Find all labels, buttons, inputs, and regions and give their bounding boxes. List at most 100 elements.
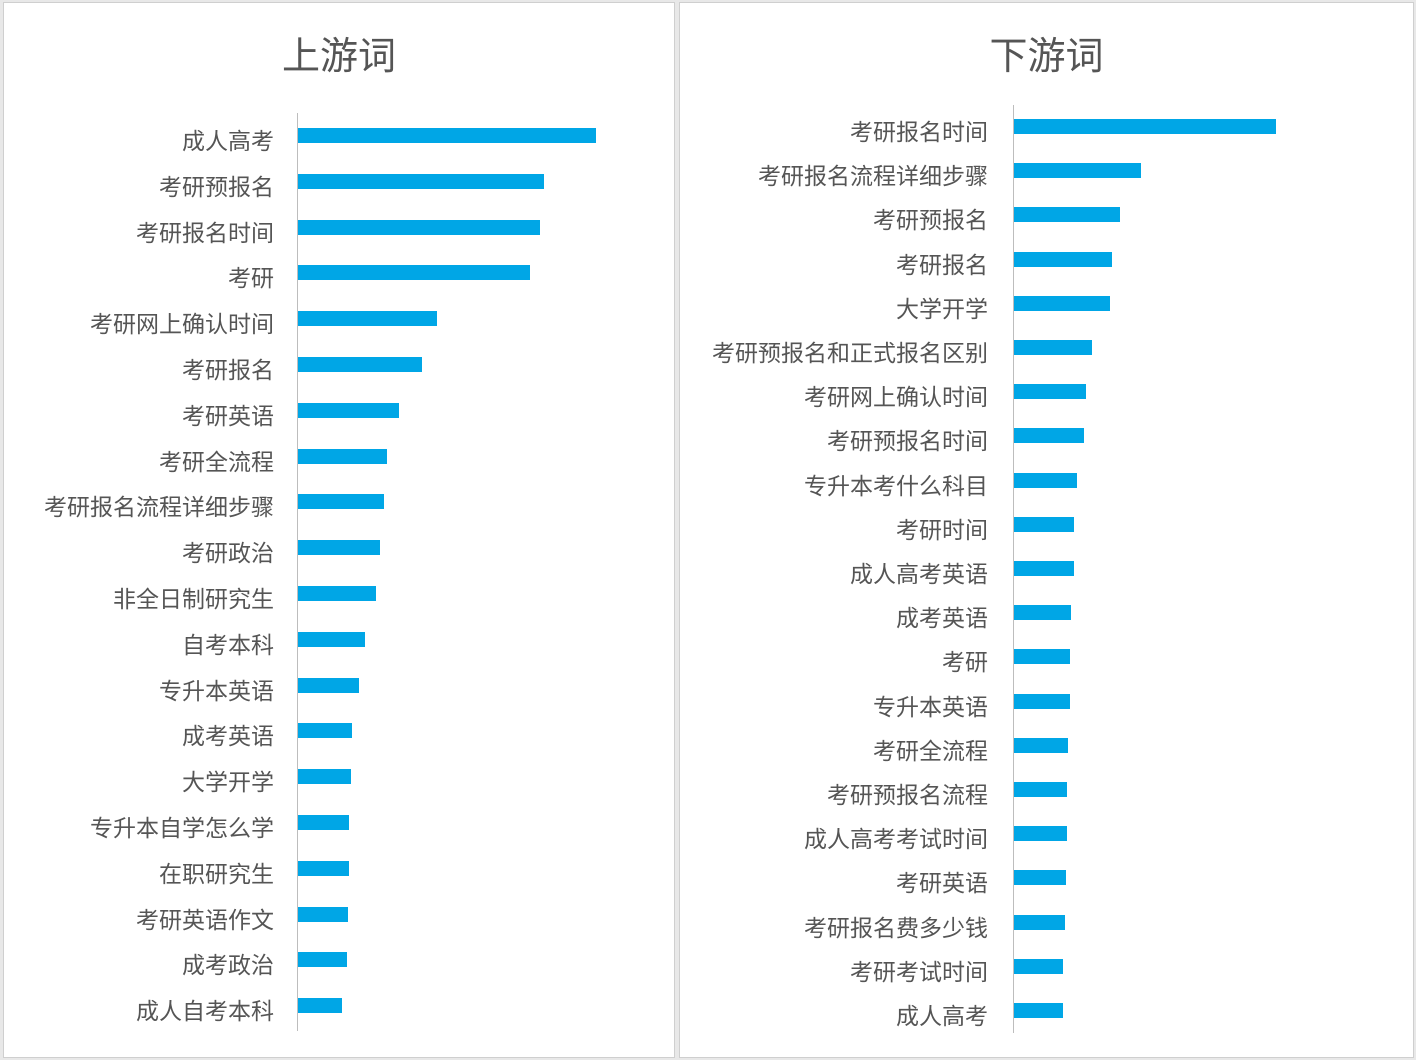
data-bar: [298, 219, 540, 235]
data-bar: [298, 952, 347, 968]
data-bar: [298, 494, 384, 510]
bar-row: 考研预报名: [680, 207, 1120, 234]
bar-row: 自考本科: [4, 631, 365, 659]
bar-row: 专升本英语: [4, 677, 359, 705]
bar-row: 考研英语作文: [4, 906, 348, 934]
data-bar: [1014, 384, 1086, 400]
category-label: 考研预报名: [873, 208, 988, 235]
bar-row: 成人高考: [680, 1003, 1063, 1030]
data-bar: [1014, 958, 1063, 974]
data-bar: [1014, 561, 1074, 576]
category-label: 考研英语作文: [136, 907, 274, 934]
data-bar: [1014, 428, 1084, 444]
data-bar: [298, 631, 365, 647]
data-bar: [1014, 340, 1092, 355]
data-bar: [298, 998, 342, 1014]
category-label: 成考英语: [182, 724, 274, 751]
category-label: 成人高考英语: [850, 562, 988, 588]
bar-row: 考研政治: [4, 540, 380, 567]
data-bar: [1014, 737, 1068, 753]
bar-row: 考研英语: [680, 870, 1066, 897]
category-label: 非全日制研究生: [113, 587, 274, 613]
bar-row: 考研报名: [680, 251, 1112, 279]
bar-row: 考研报名: [4, 357, 422, 384]
data-bar: [298, 402, 399, 418]
bar-row: 大学开学: [4, 769, 351, 796]
data-bar: [1014, 251, 1112, 267]
category-label: 考研网上确认时间: [90, 312, 274, 339]
category-label: 考研考试时间: [850, 959, 988, 986]
category-label: 专升本英语: [159, 678, 274, 705]
category-label: 成人高考: [896, 1004, 988, 1030]
category-label: 考研报名费多少钱: [804, 915, 988, 942]
category-label: 考研预报名: [159, 174, 274, 201]
category-label: 考研预报名和正式报名区别: [712, 341, 988, 367]
category-label: 成人高考: [182, 129, 274, 155]
bar-row: 考研: [680, 649, 1070, 676]
data-bar: [1014, 472, 1077, 488]
data-bar: [298, 769, 351, 785]
category-label: 考研预报名流程: [827, 783, 988, 809]
data-bar: [1014, 782, 1067, 797]
category-label: 成考英语: [896, 606, 988, 633]
category-label: 专升本自学怎么学: [90, 816, 274, 842]
bar-row: 专升本自学怎么学: [4, 815, 349, 842]
category-label: 成人高考考试时间: [804, 827, 988, 854]
bar-row: 成人高考考试时间: [680, 826, 1067, 853]
bar-row: 成人高考: [4, 128, 596, 155]
y-axis-line: [297, 113, 298, 1031]
category-label: 自考本科: [182, 632, 274, 659]
category-label: 考研报名流程详细步骤: [758, 164, 988, 191]
bar-row: 非全日制研究生: [4, 586, 376, 613]
data-bar: [1014, 870, 1066, 886]
bar-row: 考研全流程: [4, 448, 387, 476]
category-label: 考研: [228, 266, 274, 293]
bar-row: 考研预报名和正式报名区别: [680, 340, 1092, 367]
data-bar: [298, 128, 596, 143]
data-bar: [298, 860, 349, 876]
chart-title: 上游词: [281, 34, 396, 78]
bar-row: 考研网上确认时间: [680, 384, 1086, 411]
bar-row: 专升本考什么科目: [680, 472, 1077, 500]
bar-row: 大学开学: [680, 295, 1110, 323]
bar-row: 考研报名流程详细步骤: [4, 494, 384, 521]
data-bar: [1014, 826, 1067, 842]
bar-row: 成人高考英语: [680, 561, 1074, 588]
data-bar: [1014, 1003, 1063, 1018]
bar-row: 考研报名费多少钱: [680, 914, 1065, 942]
category-label: 考研政治: [182, 541, 274, 568]
category-label: 考研时间: [896, 517, 988, 544]
data-bar: [1014, 163, 1141, 179]
data-bar: [298, 265, 530, 281]
data-bar: [298, 723, 352, 739]
category-label: 在职研究生: [159, 861, 274, 888]
category-label: 成人自考本科: [136, 999, 274, 1026]
category-label: 考研: [942, 650, 988, 677]
y-axis-line: [1013, 105, 1014, 1033]
data-bar: [1014, 295, 1110, 311]
category-label: 考研报名时间: [136, 220, 274, 247]
bar-row: 在职研究生: [4, 860, 349, 888]
data-bar: [1014, 914, 1065, 930]
data-bar: [1014, 649, 1070, 665]
bar-row: 考研预报名: [4, 173, 544, 201]
bar-row: 考研预报名流程: [680, 782, 1067, 809]
category-label: 考研英语: [182, 403, 274, 430]
bar-row: 成人自考本科: [4, 998, 342, 1025]
data-bar: [298, 448, 387, 464]
chart-title: 下游词: [989, 34, 1104, 78]
data-bar: [298, 815, 349, 830]
data-bar: [1014, 693, 1070, 709]
bar-row: 成考英语: [680, 605, 1071, 632]
category-label: 大学开学: [182, 770, 274, 797]
bar-row: 考研报名流程详细步骤: [680, 163, 1141, 190]
category-label: 考研报名: [182, 358, 274, 384]
category-label: 专升本考什么科目: [804, 473, 988, 500]
data-bar: [298, 173, 544, 189]
category-label: 考研全流程: [159, 449, 274, 476]
category-label: 考研全流程: [873, 738, 988, 765]
data-bar: [1014, 605, 1071, 621]
bar-row: 考研考试时间: [680, 958, 1063, 986]
bar-row: 考研全流程: [680, 737, 1068, 765]
data-bar: [298, 357, 422, 372]
